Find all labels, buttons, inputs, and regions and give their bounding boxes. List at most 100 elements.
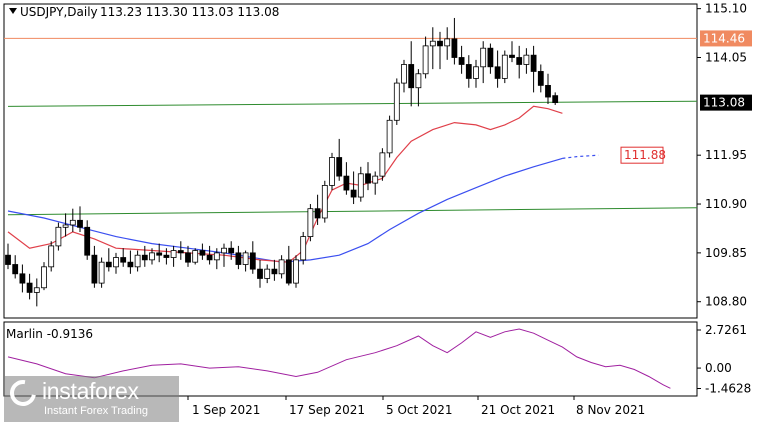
candle-body (458, 57, 465, 65)
channel-upper-line (7, 100, 698, 107)
candle-body (336, 157, 343, 177)
candle-body (156, 252, 163, 256)
candle-body (422, 45, 429, 75)
candle-body (19, 273, 26, 284)
candle-body (206, 254, 213, 261)
price-pane-frame (3, 3, 698, 319)
marlin-line (7, 328, 671, 389)
channel-lower-line (7, 207, 698, 216)
price-tick-label: 115.10 (705, 2, 747, 16)
current-price-badge (700, 94, 752, 111)
candle-body (321, 185, 328, 219)
candle-body (26, 282, 33, 293)
candle-body (480, 47, 487, 68)
candle-body (516, 57, 523, 65)
candle-body (113, 257, 119, 268)
price-tick-label: 114.05 (705, 50, 747, 64)
ohlc-label: 113.23 113.30 113.03 113.08 (100, 5, 279, 19)
candle-body (329, 157, 335, 186)
candle-body (98, 261, 105, 284)
date-label-5: 8 Nov 2021 (576, 403, 645, 417)
candle-body (501, 54, 508, 79)
ma-slow-line (7, 157, 563, 263)
candle-body (48, 245, 55, 268)
candle-body (249, 252, 256, 270)
date-label-2: 17 Sep 2021 (289, 403, 365, 417)
resistance-price-label: 114.46 (703, 31, 745, 45)
date-label-3: 5 Oct 2021 (386, 403, 453, 417)
candle-body (415, 73, 422, 89)
ma-slow-value-box (620, 146, 664, 164)
candle-body (228, 247, 235, 254)
candle-body (350, 189, 357, 198)
candle-body (437, 40, 443, 47)
date-label-1: 1 Sep 2021 (192, 403, 260, 417)
candle-body (307, 208, 314, 237)
ma-fast-line (7, 105, 563, 263)
candle-body (221, 247, 227, 254)
date-label-4: 21 Oct 2021 (481, 403, 555, 417)
price-tick-label: 109.85 (705, 246, 747, 260)
candle-body (199, 250, 206, 256)
candle-body (134, 254, 141, 268)
candle-body (429, 40, 436, 47)
candle-body (552, 95, 559, 104)
candle-body (451, 38, 458, 58)
candle-body (278, 259, 285, 275)
candle-body (213, 252, 220, 261)
candle-body (357, 173, 364, 198)
candle-body (235, 252, 242, 265)
candle-body (55, 226, 62, 247)
candle-body (386, 119, 393, 154)
price-tick-label: 108.80 (705, 295, 747, 309)
candle-body (494, 66, 501, 79)
instaforex-watermark: instaforex Instant Forex Trading (4, 374, 179, 422)
price-tick-label: 110.90 (705, 197, 747, 211)
candle-body (185, 252, 191, 263)
current-price-label: 113.08 (703, 96, 745, 110)
candle-body (257, 268, 263, 279)
watermark-brand: instaforex (42, 378, 139, 404)
indicator-pane (7, 328, 671, 389)
watermark-tagline: Instant Forex Trading (44, 405, 148, 417)
candle-body (408, 64, 415, 89)
candle-body (264, 268, 271, 279)
candle-body (177, 250, 184, 254)
candle-body (41, 266, 47, 289)
candle-body (127, 261, 134, 268)
candle-body (465, 64, 472, 79)
candle-body (62, 224, 69, 228)
symbol-label: USDJPY,Daily (20, 5, 98, 19)
candle-body (509, 54, 515, 58)
ma-slow-projection (562, 154, 599, 159)
candle-body (530, 54, 537, 72)
candle-body (537, 71, 544, 86)
indicator-tick-label: 2.7261 (705, 323, 747, 337)
candle-body (271, 268, 278, 275)
resistance-price-badge (700, 30, 752, 47)
candle-body (285, 259, 292, 284)
marlin-label: Marlin -0.9136 (6, 327, 93, 341)
instaforex-logo-icon (4, 374, 42, 412)
candle-body (343, 175, 350, 191)
candle-body (163, 254, 170, 258)
candle-body (365, 173, 371, 184)
candle-body (84, 226, 91, 256)
axes: 115.10 114.05 111.95 110.90 109.85 108.80 2.72… (187, 2, 752, 400)
candle-body (473, 66, 479, 79)
candle-body (242, 252, 249, 265)
ma-slow-value-label: 111.88 (624, 148, 666, 162)
candle-body (545, 85, 551, 98)
candle-body (401, 64, 407, 84)
candle-body (91, 254, 98, 284)
indicator-tick-label: 0.00 (705, 361, 732, 375)
candle-body (379, 152, 386, 177)
candle-body (293, 259, 299, 284)
candle-body (120, 257, 127, 263)
candle-body (149, 252, 155, 261)
candle-body (77, 219, 83, 228)
candle-body (12, 264, 19, 275)
candle-body (444, 38, 451, 47)
candle-body (33, 287, 40, 293)
